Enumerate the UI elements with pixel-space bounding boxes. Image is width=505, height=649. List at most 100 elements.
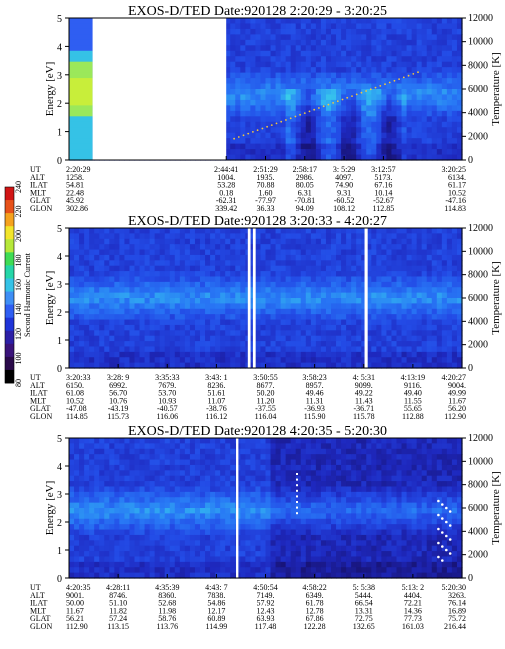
heatmap-cell	[456, 143, 463, 150]
heatmap-cell	[315, 127, 322, 134]
heatmap-cell	[451, 357, 458, 364]
heatmap-cell	[149, 357, 156, 364]
heatmap-cell	[295, 346, 302, 353]
heatmap-cell	[381, 249, 388, 256]
heatmap-cell	[351, 89, 357, 96]
heatmap-cell	[446, 138, 453, 145]
heatmap-cell	[255, 18, 262, 25]
heatmap-cell	[235, 330, 241, 337]
heatmap-cell	[149, 260, 156, 267]
colorbar-tick-label: 120	[14, 328, 23, 340]
heatmap-cell	[285, 72, 292, 79]
heatmap-cell	[371, 244, 377, 251]
heatmap-cell	[336, 341, 342, 348]
heatmap-cell	[174, 459, 181, 466]
heatmap-cell	[431, 319, 438, 326]
heatmap-cell	[300, 287, 307, 294]
heatmap-cell	[300, 281, 307, 288]
heatmap-cell	[371, 83, 377, 90]
heatmap-cell	[451, 127, 458, 134]
heatmap-cell	[235, 127, 241, 134]
heatmap-cell	[336, 265, 342, 272]
heatmap-cell	[421, 99, 428, 106]
heatmap-cell	[79, 561, 85, 568]
heatmap-cell	[139, 491, 146, 498]
heatmap-cell	[179, 238, 186, 245]
heatmap-cell	[361, 99, 367, 106]
heatmap-cell	[416, 260, 423, 267]
heatmap-cell	[426, 89, 433, 96]
heatmap-cell	[426, 50, 433, 57]
heatmap-cell	[290, 303, 297, 310]
heatmap-cell	[69, 308, 75, 315]
heatmap-cell	[230, 324, 236, 331]
heatmap-cell	[325, 298, 332, 304]
heatmap-cell	[174, 281, 181, 288]
heatmap-cell	[144, 529, 151, 536]
heatmap-cell	[300, 61, 307, 68]
heatmap-cell	[129, 438, 136, 444]
heatmap-cell	[341, 276, 347, 283]
heatmap-cell	[351, 298, 357, 304]
heatmap-cell	[245, 39, 251, 46]
heatmap-cell	[69, 556, 75, 563]
heatmap-cell	[275, 127, 282, 134]
heatmap-cell	[235, 324, 241, 331]
heatmap-cell	[396, 99, 403, 106]
heatmap-cell	[391, 281, 398, 288]
heatmap-cell	[305, 94, 312, 101]
heatmap-cell	[346, 260, 352, 267]
heatmap-cell	[295, 254, 302, 261]
heatmap-cell	[270, 292, 277, 299]
heatmap-cell	[114, 551, 120, 558]
heatmap-cell	[164, 438, 171, 444]
heatmap-cell	[260, 138, 267, 145]
heatmap-cell	[366, 276, 372, 283]
heatmap-cell	[235, 143, 241, 150]
heatmap-cell	[441, 351, 448, 358]
heatmap-cell	[109, 443, 115, 450]
heatmap-cell	[184, 314, 191, 321]
heatmap-cell	[406, 34, 413, 41]
heatmap-cell	[315, 45, 322, 52]
heatmap-cell	[411, 61, 418, 68]
heatmap-cell	[164, 534, 171, 541]
heatmap-cell	[431, 99, 438, 106]
heatmap-cell	[361, 61, 367, 68]
heatmap-cell	[159, 228, 166, 234]
heatmap-cell	[295, 351, 302, 358]
heatmap-cell	[436, 271, 443, 278]
orbit-value: 11.20	[257, 396, 275, 405]
heatmap-cell	[174, 545, 181, 552]
orbit-row-label: GLAT	[30, 404, 51, 413]
heatmap-cell	[436, 228, 443, 234]
heatmap-cell	[366, 357, 372, 364]
heatmap-cell	[200, 357, 206, 364]
heatmap-cell	[169, 513, 176, 520]
heatmap-cell	[235, 308, 241, 315]
heatmap-cell	[235, 50, 241, 57]
heatmap-cell	[89, 335, 95, 342]
heatmap-cell	[436, 28, 443, 35]
heatmap-cell	[184, 491, 191, 498]
heatmap-cell	[366, 105, 372, 112]
heatmap-cell	[305, 72, 312, 79]
heatmap-cell	[336, 244, 342, 251]
heatmap-cell	[315, 303, 322, 310]
heatmap-cell	[189, 513, 196, 520]
heatmap-cell	[159, 341, 166, 348]
heatmap-cell	[346, 244, 352, 251]
heatmap-cell	[144, 470, 151, 477]
heatmap-cell	[376, 99, 382, 106]
heatmap-cell	[154, 335, 161, 342]
orbit-row-label: UT	[30, 165, 41, 174]
heatmap-cell	[451, 308, 458, 315]
colorbar-swatch	[5, 291, 14, 305]
heatmap-cell	[341, 110, 347, 117]
heatmap-cell	[411, 233, 418, 240]
temperature-point	[303, 112, 306, 114]
heatmap-cell	[451, 330, 458, 337]
heatmap-cell	[270, 249, 277, 256]
heatmap-cell	[310, 110, 317, 117]
heatmap-cell	[99, 491, 105, 498]
